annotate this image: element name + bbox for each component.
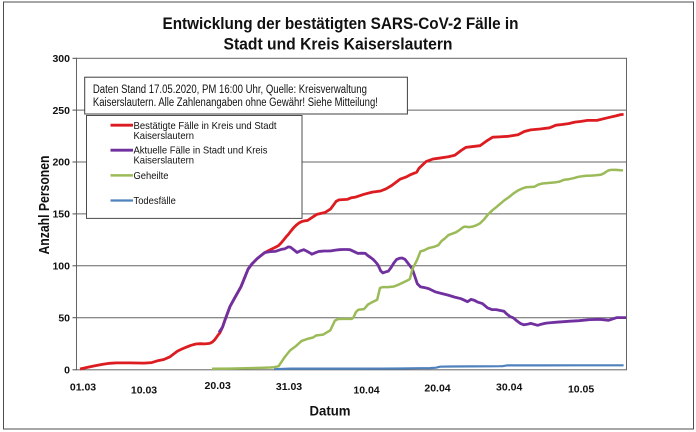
svg-text:10.04: 10.04 <box>353 385 379 397</box>
svg-text:Aktuelle Fälle in Stadt und Kr: Aktuelle Fälle in Stadt und Kreis <box>134 145 268 157</box>
svg-text:Geheilte: Geheilte <box>134 170 169 182</box>
svg-text:50: 50 <box>58 312 70 324</box>
svg-text:Bestätigte Fälle in Kreis und: Bestätigte Fälle in Kreis und Stadt <box>134 120 277 132</box>
svg-text:300: 300 <box>52 53 70 65</box>
svg-text:Todesfälle: Todesfälle <box>134 195 176 207</box>
svg-text:Kaiserslautern. Alle Zahlenang: Kaiserslautern. Alle Zahlenangaben ohne … <box>93 97 378 109</box>
svg-text:30.04: 30.04 <box>496 382 522 394</box>
svg-text:01.03: 01.03 <box>70 382 96 394</box>
svg-text:Entwicklung der bestätigten SA: Entwicklung der bestätigten SARS-CoV-2 F… <box>163 14 519 33</box>
svg-text:Kaiserslautern: Kaiserslautern <box>134 130 195 142</box>
svg-text:Stadt und Kreis Kaiserslautern: Stadt und Kreis Kaiserslautern <box>224 35 453 54</box>
svg-text:200: 200 <box>52 157 70 169</box>
svg-text:20.03: 20.03 <box>205 380 231 392</box>
svg-text:Kaiserslautern: Kaiserslautern <box>134 155 195 167</box>
svg-text:250: 250 <box>52 105 70 117</box>
svg-text:Anzahl Personen: Anzahl Personen <box>37 156 53 255</box>
svg-text:31.03: 31.03 <box>276 381 302 393</box>
svg-text:Datum: Datum <box>310 403 351 419</box>
svg-text:Daten Stand 17.05.2020, PM 16:: Daten Stand 17.05.2020, PM 16:00 Uhr, Qu… <box>93 84 367 96</box>
svg-text:150: 150 <box>52 209 70 221</box>
svg-text:20.04: 20.04 <box>424 383 450 395</box>
svg-text:100: 100 <box>52 261 70 273</box>
svg-text:10.03: 10.03 <box>131 385 157 397</box>
svg-text:0: 0 <box>64 365 70 377</box>
svg-text:10.05: 10.05 <box>568 384 594 396</box>
